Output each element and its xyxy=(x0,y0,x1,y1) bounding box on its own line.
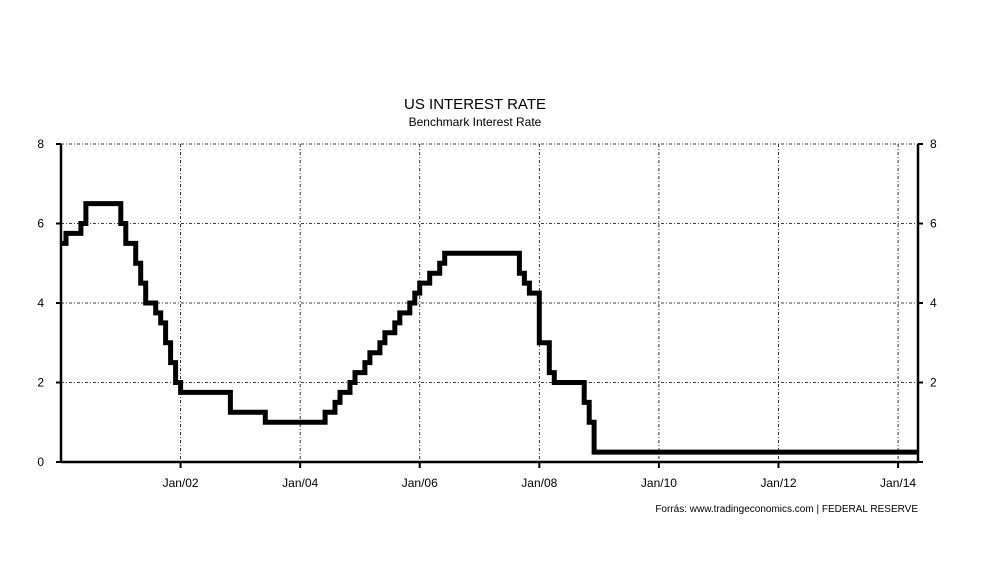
y-tick-label-left: 6 xyxy=(37,217,44,231)
source-note: Forrás: www.tradingeconomics.com | FEDER… xyxy=(655,504,918,515)
grid xyxy=(61,143,918,462)
x-tick-label: Jan/12 xyxy=(760,476,796,490)
x-tick-label: Jan/04 xyxy=(282,476,318,490)
x-tick-label: Jan/08 xyxy=(521,476,557,490)
tick-labels: 0 2 2 4 4 6 6 8 8 Jan/02 Jan/04 Jan/06 Jan/08 Jan/10 J… xyxy=(37,137,937,490)
series-line xyxy=(61,201,918,455)
chart-subtitle: Benchmark Interest Rate xyxy=(409,115,542,129)
y-tick-label-right: 8 xyxy=(930,137,937,151)
x-tick-label: Jan/10 xyxy=(641,476,677,490)
axes xyxy=(56,143,923,468)
x-tick-label: Jan/02 xyxy=(163,476,199,490)
y-tick-label-right: 2 xyxy=(930,376,937,390)
y-tick-label-left: 8 xyxy=(37,137,44,151)
y-tick-label-left: 2 xyxy=(37,376,44,390)
x-tick-label: Jan/14 xyxy=(880,476,916,490)
y-tick-label-left: 4 xyxy=(37,296,44,310)
y-tick-label-right: 6 xyxy=(930,217,937,231)
y-tick-label-right: 4 xyxy=(930,296,937,310)
x-tick-label: Jan/06 xyxy=(402,476,438,490)
chart-title: US INTEREST RATE xyxy=(404,96,546,113)
y-tick-label-left: 0 xyxy=(37,455,44,469)
